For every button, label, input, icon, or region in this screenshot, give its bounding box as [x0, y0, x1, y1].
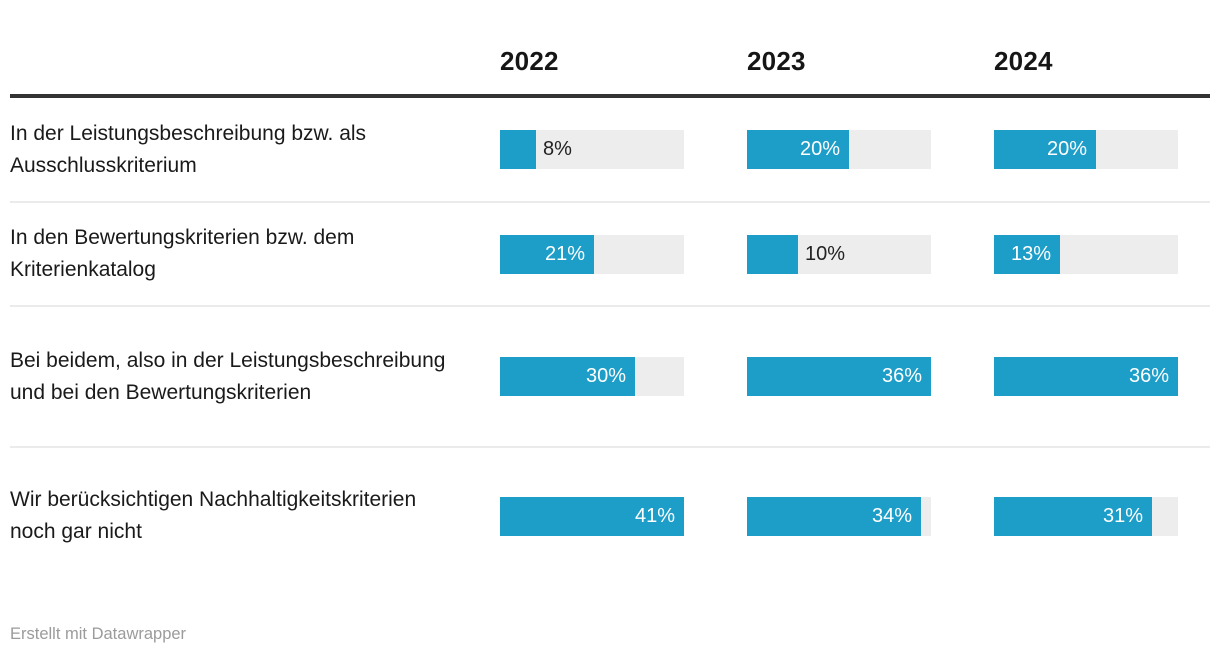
- row-label: Wir berücksichtigen Nachhaltigkeitskrite…: [10, 488, 417, 543]
- bar: [994, 234, 1060, 274]
- bar-cell-2023: 34%: [747, 496, 994, 536]
- bar: [747, 357, 931, 396]
- bar-value-label: 41%: [634, 504, 675, 527]
- bar-value-label: 36%: [881, 365, 922, 387]
- bar: [747, 234, 798, 274]
- bar-value-label: 20%: [799, 138, 840, 160]
- bar-cell-2023: 36%: [747, 357, 994, 396]
- bar-table-chart: 2022 2023 2024 In der Leistungsbeschreibun…: [10, 0, 1210, 584]
- table-row: Bei beidem, also in der Leistungsbeschre…: [10, 305, 1210, 446]
- bar: [747, 130, 849, 169]
- chart-rows: In der Leistungsbeschreibung bzw. als Au…: [10, 98, 1210, 584]
- bar-cell-2023: 10%: [747, 234, 994, 274]
- bar-track: 8%: [500, 130, 684, 169]
- bar: [500, 234, 594, 274]
- bar: [500, 496, 684, 536]
- bar-cell-2022: 41%: [500, 496, 747, 536]
- bar: [500, 357, 635, 396]
- year-header-2024: 2024: [994, 46, 1053, 76]
- bar-value-label: 13%: [1010, 242, 1051, 265]
- bar-track: 21%: [500, 234, 684, 274]
- bar: [994, 130, 1096, 169]
- bar-value-label: 21%: [544, 242, 585, 265]
- bar-value-label: 8%: [543, 138, 572, 160]
- year-header-2022: 2022: [500, 46, 559, 76]
- header-spacer: [10, 46, 500, 77]
- bar-cell-2022: 8%: [500, 130, 747, 169]
- bar-track: 34%: [747, 496, 931, 536]
- bar-track: 36%: [994, 357, 1178, 396]
- bar-value-label: 20%: [1046, 138, 1087, 160]
- bar-track: 36%: [747, 357, 931, 396]
- table-row: Wir berücksichtigen Nachhaltigkeitskrite…: [10, 446, 1210, 584]
- datawrapper-credit: Erstellt mit Datawrapper: [10, 625, 187, 643]
- bar-value-label: 34%: [871, 504, 912, 527]
- bar-cell-2024: 20%: [994, 130, 1210, 169]
- bar-cell-2024: 13%: [994, 234, 1210, 274]
- bar-cell-2023: 20%: [747, 130, 994, 169]
- bar: [500, 130, 536, 169]
- bar-track: 20%: [994, 130, 1178, 169]
- bar-track: 31%: [994, 496, 1178, 536]
- bar-cell-2022: 30%: [500, 357, 747, 396]
- bar-cell-2022: 21%: [500, 234, 747, 274]
- table-row: In der Leistungsbeschreibung bzw. als Au…: [10, 98, 1210, 201]
- bar-track: 13%: [994, 234, 1178, 274]
- year-header-2023: 2023: [747, 46, 806, 76]
- bar-cell-2024: 31%: [994, 496, 1210, 536]
- bar-value-label: 30%: [585, 365, 626, 387]
- row-label: In der Leistungsbeschreibung bzw. als Au…: [10, 121, 367, 177]
- table-row: In den Bewertungskriterien bzw. dem Krit…: [10, 201, 1210, 305]
- bar-value-label: 31%: [1102, 504, 1143, 527]
- bar-track: 41%: [500, 496, 684, 536]
- bar-track: 10%: [747, 234, 931, 274]
- bar-cell-2024: 36%: [994, 357, 1210, 396]
- bar-track: 30%: [500, 357, 684, 396]
- bar-value-label: 10%: [805, 242, 846, 265]
- year-header-row: 2022 2023 2024: [10, 0, 1210, 98]
- bar: [994, 496, 1152, 536]
- bar: [747, 496, 921, 536]
- bar-track: 20%: [747, 130, 931, 169]
- row-label: In den Bewertungskriterien bzw. dem Krit…: [10, 226, 355, 281]
- bar: [994, 357, 1178, 396]
- bar-value-label: 36%: [1128, 365, 1169, 387]
- row-label: Bei beidem, also in der Leistungsbeschre…: [10, 348, 446, 404]
